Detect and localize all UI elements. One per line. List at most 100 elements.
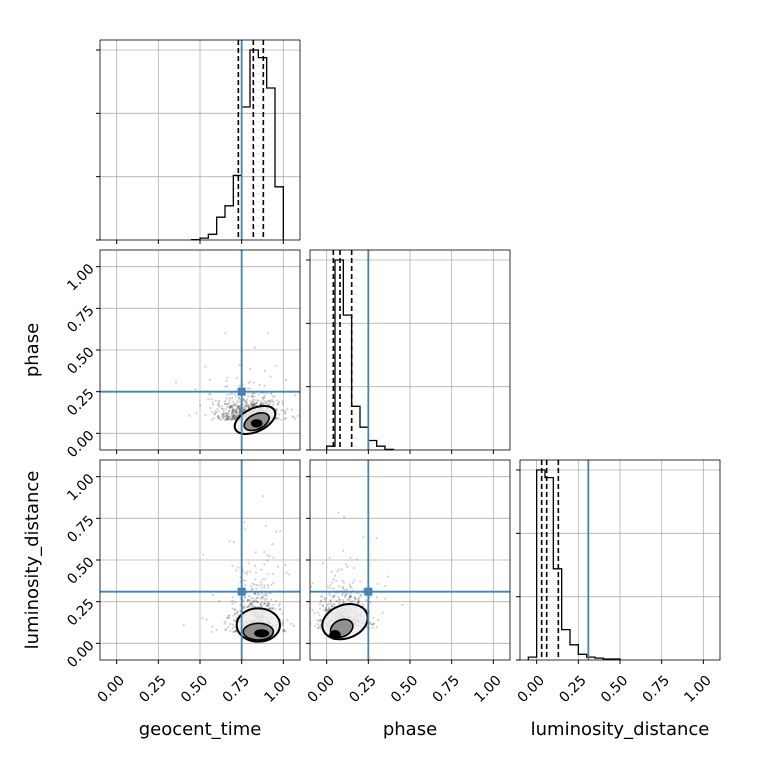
scatter-point: [260, 402, 263, 406]
scatter-point: [230, 410, 233, 413]
scatter-point: [286, 619, 289, 622]
scatter-point: [269, 598, 273, 601]
scatter-point: [263, 602, 266, 605]
scatter-point: [318, 620, 321, 623]
scatter-point: [234, 630, 237, 633]
scatter-point: [226, 393, 229, 396]
scatter-point: [311, 582, 314, 585]
scatter-point: [231, 627, 234, 630]
scatter-point: [387, 575, 390, 578]
scatter-point: [242, 397, 245, 401]
scatter-point: [232, 412, 235, 415]
scatter-point: [234, 403, 237, 406]
y-tick-label-luminosity_distance-0: 0.00: [64, 638, 97, 671]
scatter-point: [228, 406, 232, 409]
scatter-point: [228, 418, 231, 421]
scatter-point: [230, 418, 233, 421]
scatter-point: [211, 625, 214, 628]
scatter-point: [327, 602, 331, 606]
scatter-point: [242, 579, 245, 582]
scatter-point: [327, 606, 330, 609]
scatter-point: [249, 380, 252, 383]
scatter-point: [357, 597, 360, 600]
scatter-point: [287, 573, 291, 576]
scatter-point: [247, 604, 250, 607]
scatter-point: [276, 565, 280, 568]
scatter-point: [242, 606, 245, 610]
scatter-point: [284, 629, 287, 632]
scatter-point: [217, 415, 220, 418]
scatter-point: [224, 411, 228, 415]
y-tick-label-luminosity_distance-1: 0.25: [64, 596, 97, 629]
scatter-point: [267, 586, 270, 589]
scatter-point: [243, 595, 246, 599]
x-axis-label-phase: phase: [383, 719, 437, 740]
scatter-point: [199, 404, 202, 407]
scatter-point: [226, 415, 230, 418]
scatter-point: [263, 384, 266, 387]
scatter-point: [267, 604, 271, 607]
scatter-point: [342, 581, 346, 584]
scatter-point: [258, 383, 261, 386]
scatter-panel-geocent_time-luminosity_distance-plot-area: [100, 460, 300, 660]
scatter-point: [211, 401, 214, 404]
scatter-point: [259, 597, 262, 600]
scatter-point: [281, 619, 285, 622]
scatter-point: [253, 583, 256, 586]
scatter-point: [268, 555, 271, 558]
scatter-point: [328, 556, 331, 559]
scatter-point: [225, 418, 228, 421]
scatter-point: [226, 405, 229, 409]
scatter-point: [277, 400, 281, 404]
scatter-point: [271, 395, 274, 398]
scatter-point: [255, 401, 258, 405]
scatter-point: [283, 412, 286, 415]
scatter-point: [324, 606, 327, 609]
scatter-point: [313, 611, 316, 615]
scatter-point: [372, 622, 375, 626]
scatter-point: [369, 601, 372, 604]
scatter-point: [226, 418, 229, 421]
scatter-point: [218, 405, 221, 409]
scatter-point: [292, 624, 296, 627]
scatter-point: [235, 402, 238, 405]
scatter-point: [247, 405, 250, 408]
scatter-point: [231, 564, 234, 567]
scatter-point: [236, 407, 239, 410]
scatter-point: [239, 404, 242, 407]
scatter-point: [250, 402, 253, 405]
scatter-point: [349, 595, 352, 598]
scatter-point: [251, 587, 254, 591]
scatter-point: [344, 594, 347, 597]
scatter-point: [319, 595, 322, 598]
scatter-point: [375, 596, 378, 599]
scatter-point: [224, 629, 227, 632]
scatter-point: [300, 411, 302, 413]
scatter-point: [266, 604, 269, 607]
scatter-point: [253, 403, 256, 406]
scatter-point: [229, 404, 232, 408]
scatter-point: [279, 530, 282, 533]
scatter-point: [260, 605, 263, 608]
scatter-panel-phase-luminosity_distance-plot-area: [310, 460, 510, 660]
scatter-point: [232, 414, 235, 417]
scatter-point: [256, 400, 259, 403]
scatter-point: [234, 569, 238, 572]
scatter-point: [328, 592, 331, 595]
scatter-point: [333, 603, 336, 606]
scatter-point: [332, 587, 335, 590]
scatter-point: [251, 404, 255, 407]
scatter-point: [381, 611, 384, 614]
x-tick-label-geocent_time-3: 0.75: [220, 673, 253, 706]
scatter-point: [204, 365, 207, 368]
scatter-point: [273, 395, 276, 398]
scatter-point: [249, 405, 252, 408]
scatter-point: [324, 609, 327, 612]
scatter-point: [205, 618, 208, 621]
scatter-point: [276, 402, 279, 406]
scatter-point: [265, 392, 268, 395]
scatter-point: [327, 607, 331, 611]
scatter-point: [257, 584, 260, 587]
scatter-panel-geocent_time-phase: [99, 249, 302, 451]
truth-marker: [237, 587, 246, 596]
